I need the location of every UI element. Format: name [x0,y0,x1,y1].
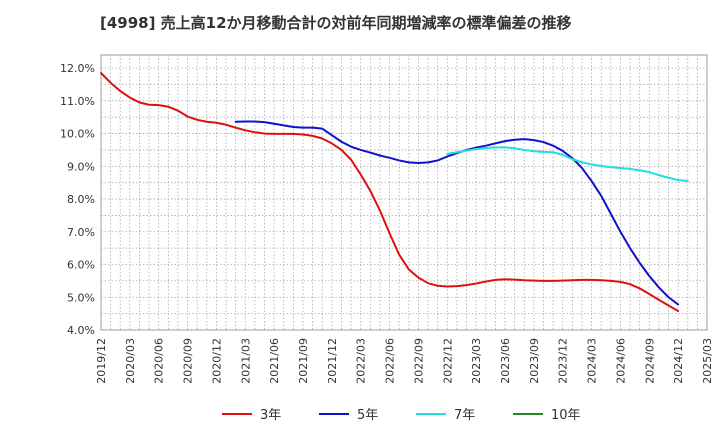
x-tick-label: 2020/12 [210,338,223,384]
y-tick-label: 4.0% [67,324,95,337]
x-tick-label: 2021/12 [326,338,339,384]
series-line-3年 [100,72,680,313]
chart-title: [4998] 売上高12か月移動合計の対前年同期増減率の標準偏差の推移 [100,14,572,32]
plot-area [100,54,708,331]
y-tick-label: 8.0% [67,193,95,206]
x-tick-label: 2020/03 [124,338,137,384]
x-tick-label: 2022/06 [384,338,397,384]
y-tick-label: 5.0% [67,291,95,304]
x-tick-label: 2022/09 [412,338,425,384]
y-tick-label: 7.0% [67,226,95,239]
legend-label: 5年 [357,408,378,423]
x-tick-label: 2024/12 [672,338,685,384]
legend-label: 3年 [260,408,281,423]
x-tick-label: 2021/06 [268,338,281,384]
x-tick-label: 2024/09 [643,338,656,384]
x-tick-label: 2025/03 [701,338,714,384]
x-tick-label: 2021/03 [239,338,252,384]
grid-lines [100,55,708,331]
legend-label: 10年 [551,408,581,423]
x-tick-label: 2024/06 [614,338,627,384]
legend-label: 7年 [454,408,475,423]
y-tick-label: 9.0% [67,160,95,173]
x-tick-label: 2020/06 [153,338,166,384]
y-axis-ticks: 4.0% 5.0% 6.0% 7.0% 8.0% 9.0% 10.0% 11.0% 12.0% [60,62,95,337]
series-lines [100,72,689,313]
x-tick-label: 2019/12 [95,338,108,384]
x-axis-ticks: 2019/12 2020/03 2020/06 2020/09 2020/12 2021/… [95,338,714,384]
x-tick-label: 2022/03 [355,338,368,384]
y-tick-label: 12.0% [60,62,95,75]
x-tick-label: 2022/12 [441,338,454,384]
y-tick-label: 6.0% [67,259,95,272]
y-tick-label: 11.0% [60,95,95,108]
x-tick-label: 2023/09 [528,338,541,384]
x-tick-label: 2020/09 [182,338,195,384]
x-tick-label: 2023/06 [499,338,512,384]
x-tick-label: 2021/09 [297,338,310,384]
x-tick-label: 2023/12 [557,338,570,384]
series-line-7年 [446,146,689,183]
x-tick-label: 2023/03 [470,338,483,384]
x-tick-label: 2024/03 [586,338,599,384]
legend: 3年 5年 7年 10年 [222,408,581,423]
y-tick-label: 10.0% [60,128,95,141]
